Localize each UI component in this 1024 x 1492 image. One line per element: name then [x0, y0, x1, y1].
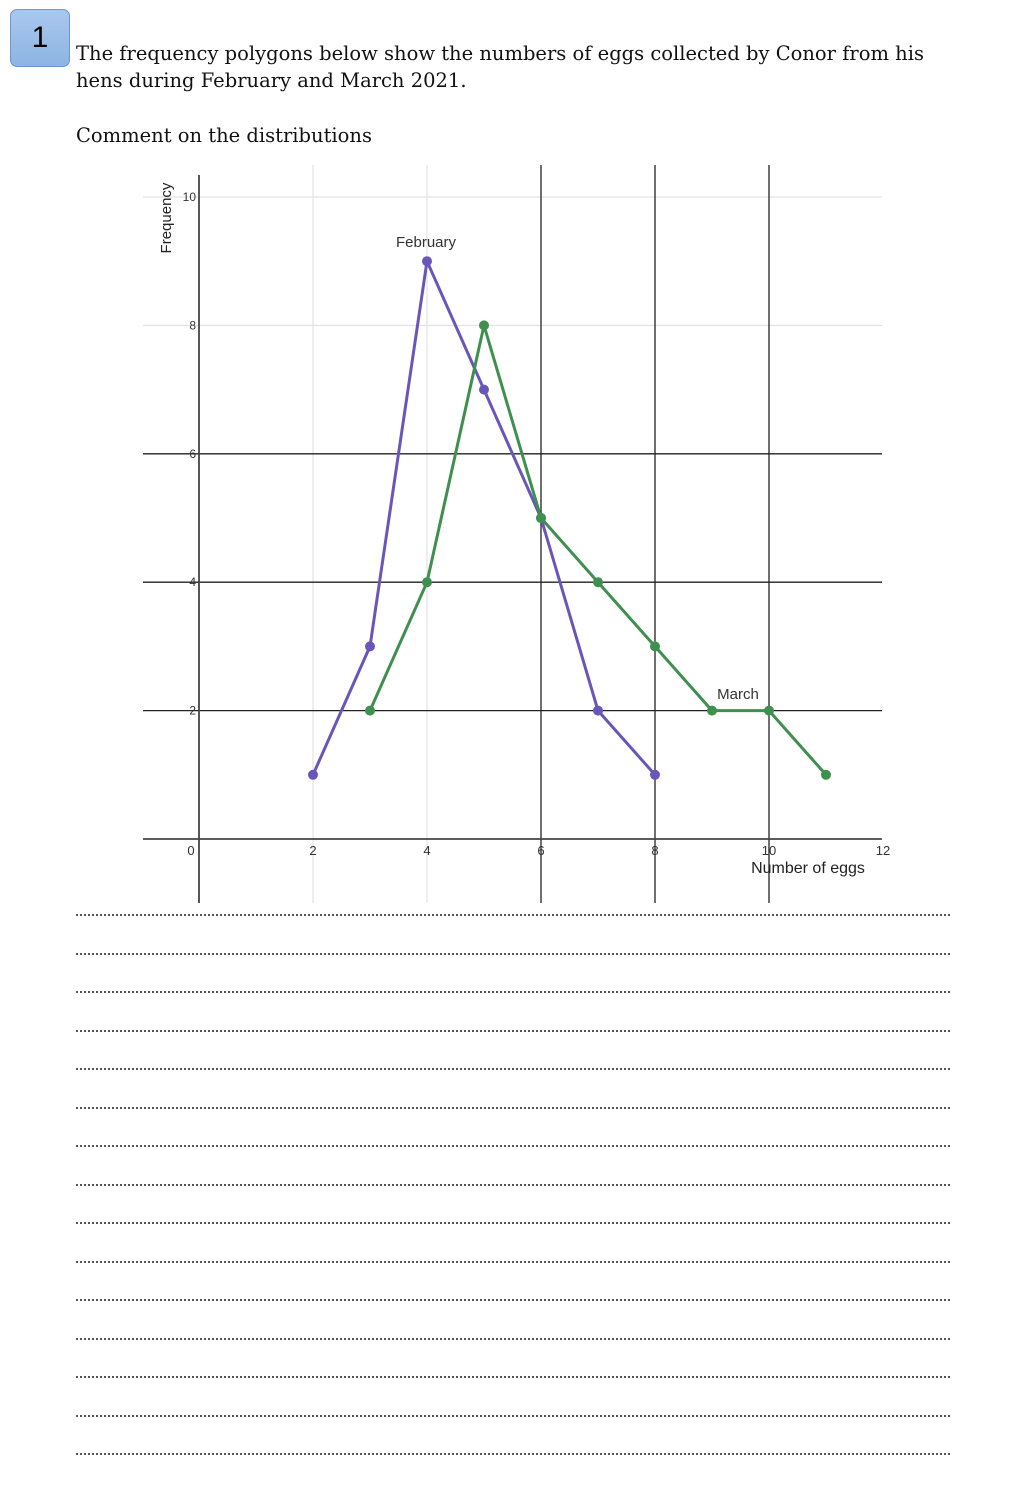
question-text: The frequency polygons below show the nu…: [76, 42, 924, 92]
data-point-march: [593, 577, 603, 588]
data-point-february: [479, 384, 489, 395]
answer-line[interactable]: [76, 1029, 950, 1032]
data-point-february: [365, 641, 375, 652]
answer-line[interactable]: [76, 952, 950, 955]
answer-line[interactable]: [76, 1260, 950, 1263]
data-point-february: [650, 769, 660, 780]
y-tick-label: 6: [189, 447, 196, 461]
y-tick-label: 8: [189, 318, 196, 332]
x-tick-label: 4: [423, 843, 430, 858]
series-label-february: February: [396, 234, 457, 251]
answer-line[interactable]: [76, 1299, 950, 1301]
x-tick-label: 12: [876, 843, 890, 858]
answer-line[interactable]: [76, 1222, 950, 1224]
x-tick-label: 6: [537, 843, 544, 858]
data-point-march: [707, 705, 717, 716]
data-point-february: [422, 256, 432, 267]
answer-line[interactable]: [76, 1376, 950, 1378]
answer-line[interactable]: [76, 1453, 950, 1455]
series-line-february: [311, 259, 657, 776]
answer-line[interactable]: [76, 1145, 950, 1147]
x-tick-label: 10: [762, 843, 776, 858]
y-tick-label: 4: [189, 575, 196, 589]
answer-area[interactable]: [76, 914, 950, 1492]
answer-line[interactable]: [76, 1068, 950, 1070]
data-point-february: [593, 705, 603, 716]
series-label-march: March: [717, 686, 759, 703]
answer-line[interactable]: [76, 1337, 950, 1340]
data-point-march: [365, 705, 375, 716]
data-point-march: [821, 769, 831, 780]
data-point-march: [650, 641, 660, 652]
frequency-polygon-chart: 0 2 4 6 8 10 12 2 4 6 8 10 Frequency Number of eggs Fe…: [143, 165, 890, 903]
answer-line[interactable]: [76, 1414, 950, 1417]
data-point-march: [479, 320, 489, 331]
data-point-march: [536, 513, 546, 523]
x-axis-label: Number of eggs: [751, 860, 865, 877]
x-tick-label: 0: [187, 843, 194, 858]
answer-line[interactable]: [76, 1106, 950, 1109]
question-instruction: Comment on the distributions: [76, 124, 372, 147]
question-number-badge: 1: [10, 9, 70, 67]
y-tick-label: 10: [183, 190, 197, 204]
answer-line[interactable]: [76, 914, 950, 916]
x-tick-label: 8: [651, 843, 658, 858]
y-axis-label: Frequency: [158, 182, 175, 253]
data-point-february: [308, 769, 318, 780]
answer-line[interactable]: [76, 1183, 950, 1186]
data-point-march: [764, 705, 774, 716]
y-tick-label: 2: [189, 704, 196, 718]
answer-line[interactable]: [76, 991, 950, 993]
x-tick-label: 2: [309, 843, 316, 858]
data-point-march: [422, 577, 432, 588]
